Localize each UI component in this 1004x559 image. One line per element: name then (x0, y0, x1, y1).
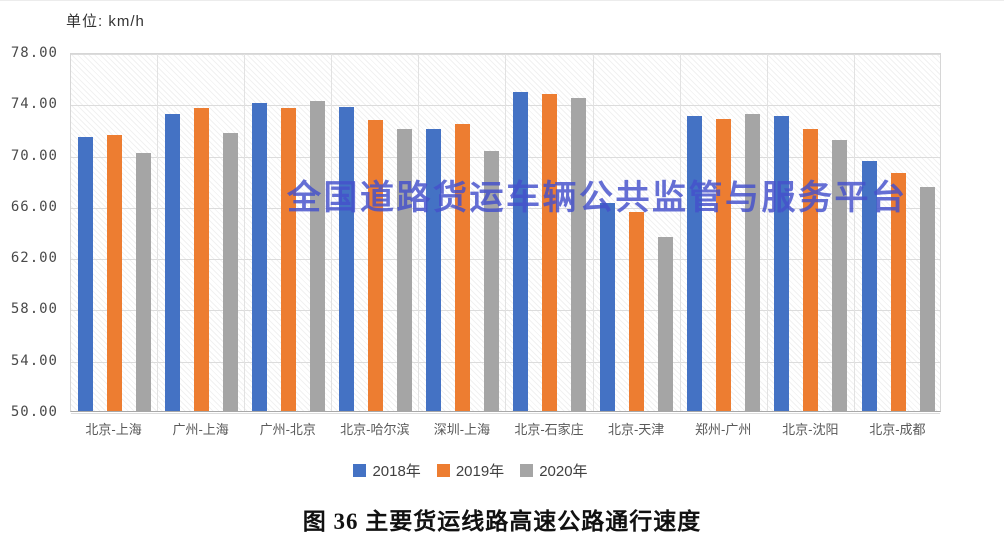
bar-column (71, 54, 159, 411)
x-tick-label: 北京-沈阳 (782, 422, 839, 437)
bar-2019年-北京-成都 (890, 172, 906, 411)
plot-area (70, 53, 942, 414)
bar-2019年-深圳-上海 (454, 123, 470, 411)
bar-2020年-北京-沈阳 (832, 140, 848, 411)
bar-column (245, 54, 333, 411)
x-tick-label: 北京-成都 (869, 422, 926, 437)
watermark-text: 全国道路货运车辆公共监管与服务平台 (287, 179, 908, 217)
legend-item-2019年: 2019年 (436, 460, 505, 481)
bar-column (419, 54, 507, 411)
bar-2020年-北京-哈尔滨 (396, 128, 412, 411)
grid-line (71, 413, 940, 414)
y-tick-label: 70.00 (10, 147, 58, 164)
bar-column (507, 54, 594, 411)
bar-2018年-北京-上海 (77, 136, 93, 411)
x-tick-label: 北京-石家庄 (514, 422, 584, 437)
bar-2018年-北京-哈尔滨 (338, 107, 354, 411)
bar-2018年-北京-天津 (600, 203, 616, 411)
bar-column (855, 54, 942, 411)
bar-2018年-北京-沈阳 (774, 116, 790, 411)
bar-2020年-广州-北京 (309, 100, 325, 411)
bar-column (332, 54, 420, 411)
x-axis: 北京-上海 广州-上海 广州-北京 北京-哈尔滨 深圳-上海 北京-石家庄 北京-天津 郑州-… (70, 419, 941, 438)
legend-item-2020年: 2020年 (520, 460, 588, 481)
x-tick-label: 北京-天津 (607, 422, 665, 437)
y-tick-label: 50.00 (10, 404, 58, 420)
bar-2019年-北京-上海 (106, 135, 122, 411)
bar-2019年-广州-北京 (280, 108, 296, 411)
legend-swatch (436, 464, 450, 477)
bar-2020年-广州-上海 (222, 132, 238, 411)
bar-2020年-北京-上海 (135, 153, 151, 411)
bar-2019年-北京-天津 (629, 212, 645, 411)
bar-2018年-广州-北京 (251, 103, 267, 411)
y-tick-label: 78.00 (10, 45, 58, 61)
bar-2018年-北京-石家庄 (513, 91, 529, 411)
legend-label: 2018年 (372, 463, 421, 480)
chart-legend: 2018年 2019年 2020年 (0, 460, 941, 481)
y-tick-label: 74.00 (10, 96, 58, 113)
x-tick-label: 北京-哈尔滨 (340, 422, 410, 437)
bar-2018年-北京-成都 (861, 160, 877, 411)
legend-label: 2020年 (539, 463, 588, 480)
legend-label: 2019年 (455, 463, 505, 480)
x-tick-label: 广州-上海 (172, 422, 229, 437)
unit-label: 单位: km/h (66, 13, 145, 30)
bar-2019年-北京-石家庄 (542, 94, 558, 411)
x-tick-label: 郑州-广州 (695, 422, 752, 437)
y-tick-label: 58.00 (10, 301, 58, 318)
y-axis: 78.00 74.00 70.00 66.00 62.00 58.00 54.00 50.00 (0, 45, 58, 420)
bar-2019年-北京-哈尔滨 (367, 119, 383, 411)
bar-column (594, 54, 681, 411)
legend-swatch (520, 464, 534, 477)
bar-2020年-北京-天津 (658, 236, 674, 411)
bar-column (681, 54, 768, 411)
y-tick-label: 54.00 (10, 352, 58, 369)
bar-2020年-郑州-广州 (745, 113, 761, 411)
bar-column (158, 54, 246, 411)
x-tick-label: 北京-上海 (85, 422, 142, 437)
bar-2018年-郑州-广州 (687, 116, 703, 411)
bar-2019年-北京-沈阳 (803, 128, 819, 411)
bar-2018年-深圳-上海 (425, 128, 441, 411)
bar-2019年-广州-上海 (193, 108, 209, 411)
bar-column (768, 54, 855, 411)
bar-2020年-北京-石家庄 (571, 98, 587, 411)
bar-2018年-广州-上海 (164, 113, 180, 411)
legend-item-2018年: 2018年 (353, 460, 421, 481)
figure-caption: 图 36 主要货运线路高速公路通行速度 (302, 509, 702, 534)
x-tick-label: 深圳-上海 (433, 422, 491, 437)
y-tick-label: 62.00 (10, 250, 58, 267)
x-tick-label: 广州-北京 (259, 422, 316, 437)
bar-2019年-郑州-广州 (716, 118, 732, 411)
bar-2020年-北京-成都 (919, 186, 935, 411)
legend-swatch (353, 464, 367, 477)
bar-2020年-深圳-上海 (483, 150, 499, 411)
y-tick-label: 66.00 (10, 198, 58, 215)
